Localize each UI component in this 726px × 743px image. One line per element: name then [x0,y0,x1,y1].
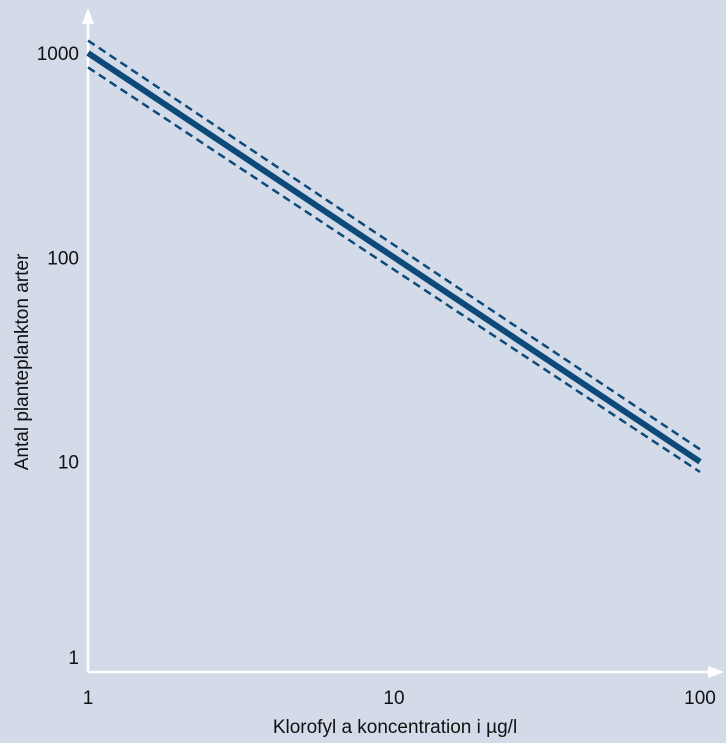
y-tick-label-100: 100 [47,248,79,269]
x-axis-arrow [708,666,724,678]
confidence-line-1 [87,39,701,451]
x-tick-label-100: 100 [684,688,716,709]
x-tick-label-1: 1 [83,688,94,709]
confidence-line-2 [87,66,701,474]
y-axis-title: Antal planteplankton arter [12,253,33,470]
x-axis-title: Klorofyl a koncentration i µg/l [273,717,517,738]
trend-line [86,50,702,465]
series-group [86,39,702,474]
y-tick-label-1000: 1000 [37,44,79,65]
x-tick-label-10: 10 [383,688,404,709]
y-tick-label-10: 10 [58,453,79,474]
y-tick-label-1: 1 [68,648,79,669]
x-tick-labels: 1 10 100 [83,688,716,709]
y-tick-labels: 1 10 100 1000 [37,44,79,669]
y-axis-arrow [82,8,94,24]
